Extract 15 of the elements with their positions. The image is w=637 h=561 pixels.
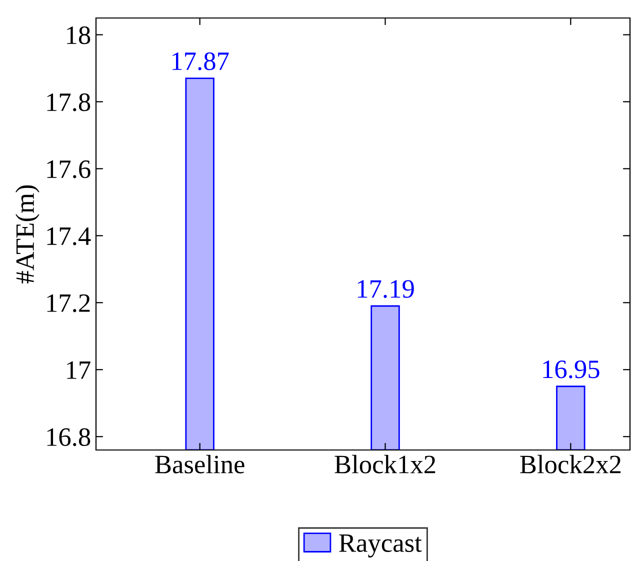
data-label: 16.95 [543,360,600,378]
y-tick-label: 17 [67,361,90,379]
legend-label: Raycast [339,534,422,558]
y-tick-label: 16.8 [47,428,90,446]
y-tick-label: 18 [67,26,90,44]
x-tick-label: Baseline [155,454,244,474]
y-axis-title: #ATE(m) [15,185,40,284]
y-tick-label: 17.8 [47,93,90,112]
x-tick-label: Block1x2 [334,454,436,474]
y-tick-label: 17.2 [47,294,90,312]
y-tick-label: 17.6 [47,160,90,178]
data-label: 17.87 [172,52,229,70]
data-label: 17.19 [358,280,414,298]
x-tick-label: Block2x2 [520,454,621,474]
y-tick-label: 17.4 [47,227,91,246]
